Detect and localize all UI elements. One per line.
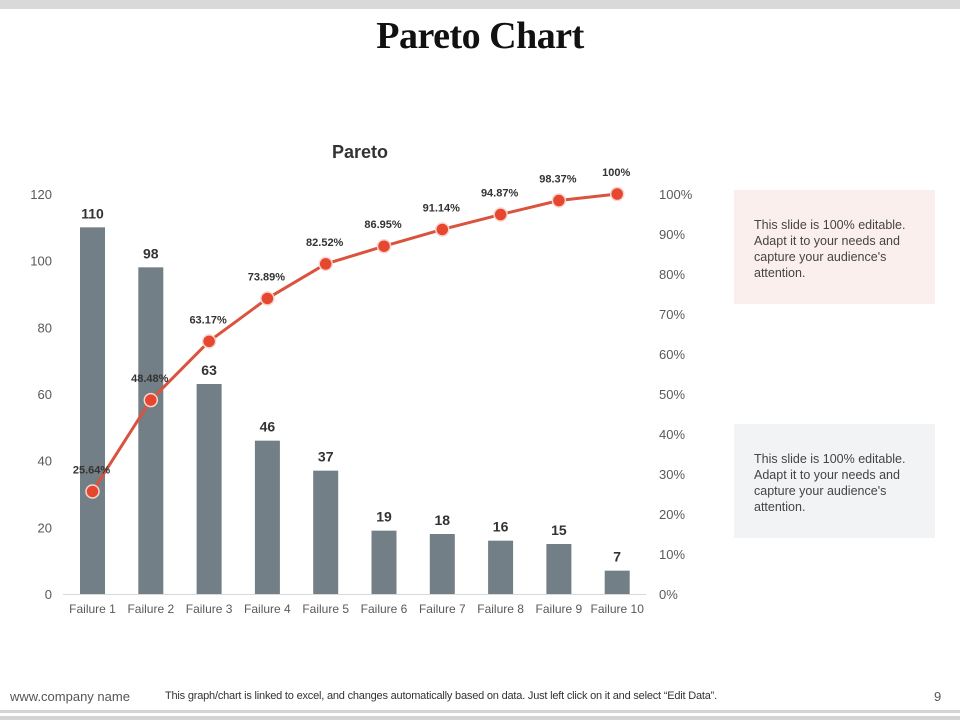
line-value-label: 73.89%	[248, 271, 286, 283]
line-marker[interactable]	[609, 186, 625, 202]
y2-tick-label: 20%	[659, 507, 685, 522]
y2-tick-label: 50%	[659, 387, 685, 402]
pareto-chart[interactable]: Pareto 0 20 40 60 80 100 120 0% 10% 20% 30% 40% 50%…	[0, 0, 960, 680]
bar-value-label: 19	[376, 509, 392, 525]
y2-tick-label: 30%	[659, 467, 685, 482]
y-tick-label: 20	[38, 520, 52, 535]
x-tick-label: Failure 5	[302, 602, 349, 616]
y-axis-left: 0 20 40 60 80 100 120	[30, 187, 52, 602]
y-tick-label: 80	[38, 320, 52, 335]
x-tick-label: Failure 10	[591, 602, 645, 616]
note-text: This slide is 100% editable. Adapt it to…	[754, 452, 906, 514]
x-tick-label: Failure 6	[361, 602, 408, 616]
cumulative-line-series: 25.64% 48.48% 63.17% 73.89% 82.52% 86.95% 91.1…	[73, 167, 630, 499]
y2-tick-label: 40%	[659, 427, 685, 442]
chart-title: Pareto	[332, 142, 388, 162]
line-value-label: 82.52%	[306, 237, 344, 249]
x-tick-label: Failure 9	[536, 602, 583, 616]
bar-value-label: 37	[318, 449, 334, 465]
y-tick-label: 120	[30, 187, 52, 202]
line-marker[interactable]	[260, 291, 275, 306]
text-note-2: This slide is 100% editable. Adapt it to…	[734, 424, 935, 538]
line-value-label: 25.64%	[73, 464, 111, 476]
x-tick-label: Failure 2	[127, 602, 174, 616]
line-value-label: 63.17%	[189, 314, 227, 326]
x-tick-label: Failure 1	[69, 602, 116, 616]
y2-tick-label: 90%	[659, 227, 685, 242]
line-marker[interactable]	[85, 484, 100, 499]
line-marker[interactable]	[143, 392, 159, 408]
footer: www.company name This graph/chart is lin…	[0, 686, 960, 708]
line-value-label: 94.87%	[481, 188, 519, 200]
x-tick-label: Failure 3	[186, 602, 233, 616]
page-title: Pareto Chart	[376, 15, 584, 57]
top-decorative-bar	[0, 0, 960, 9]
bar[interactable]	[138, 267, 164, 594]
bar[interactable]	[546, 544, 572, 594]
bar[interactable]	[313, 470, 339, 594]
line-marker[interactable]	[318, 256, 333, 272]
y2-tick-label: 100%	[659, 187, 693, 202]
bar[interactable]	[254, 440, 280, 594]
y2-tick-label: 10%	[659, 547, 685, 562]
bar-value-label: 46	[260, 419, 276, 435]
bar[interactable]	[604, 570, 630, 594]
bar-value-label: 16	[493, 519, 509, 535]
bar[interactable]	[80, 227, 105, 595]
x-tick-label: Failure 7	[419, 602, 466, 616]
line-value-label: 91.14%	[423, 202, 461, 214]
line-value-label: 100%	[602, 167, 630, 179]
page-number: 9	[934, 689, 942, 704]
y-tick-label: 40	[38, 454, 52, 469]
bar[interactable]	[196, 384, 222, 594]
footer-site: www.company name	[10, 689, 130, 704]
y-tick-label: 0	[45, 587, 52, 602]
cumulative-line	[91, 192, 618, 493]
x-tick-label: Failure 4	[244, 602, 291, 616]
bar-value-label: 63	[201, 362, 217, 378]
bar-value-label: 18	[435, 512, 451, 528]
x-tick-label: Failure 8	[477, 602, 524, 616]
bar[interactable]	[488, 540, 514, 594]
line-value-label: 48.48%	[131, 373, 169, 385]
bar-value-label: 15	[551, 522, 567, 538]
y2-tick-label: 60%	[659, 347, 685, 362]
note-text: This slide is 100% editable. Adapt it to…	[754, 218, 906, 280]
x-axis-labels: Failure 1 Failure 2 Failure 3 Failure 4 Fail…	[69, 602, 644, 616]
line-value-label: 86.95%	[364, 219, 402, 231]
bar[interactable]	[371, 530, 397, 594]
line-value-label: 98.37%	[539, 174, 577, 186]
bar-series: 110 98 63 46 37 19 18 16 15 7	[80, 205, 630, 595]
y-tick-label: 60	[38, 387, 52, 402]
y2-tick-label: 70%	[659, 307, 685, 322]
bar-value-label: 110	[81, 205, 104, 221]
y-axis-right: 0% 10% 20% 30% 40% 50% 60% 70% 80% 90% 100%	[659, 187, 693, 602]
footer-note: This graph/chart is linked to excel, and…	[165, 690, 717, 702]
text-note-1: This slide is 100% editable. Adapt it to…	[734, 190, 935, 304]
bar-value-label: 98	[143, 245, 159, 261]
line-marker[interactable]	[376, 238, 392, 254]
line-marker[interactable]	[201, 334, 217, 349]
bar[interactable]	[429, 534, 455, 594]
bottom-decorative-bar	[0, 710, 960, 713]
line-marker[interactable]	[493, 207, 508, 222]
y2-tick-label: 80%	[659, 267, 685, 282]
bottom-decorative-bar	[0, 716, 960, 720]
line-marker[interactable]	[435, 222, 450, 237]
y2-tick-label: 0%	[659, 587, 678, 602]
line-marker[interactable]	[551, 193, 567, 208]
y-tick-label: 100	[30, 254, 52, 269]
bar-value-label: 7	[613, 549, 621, 565]
